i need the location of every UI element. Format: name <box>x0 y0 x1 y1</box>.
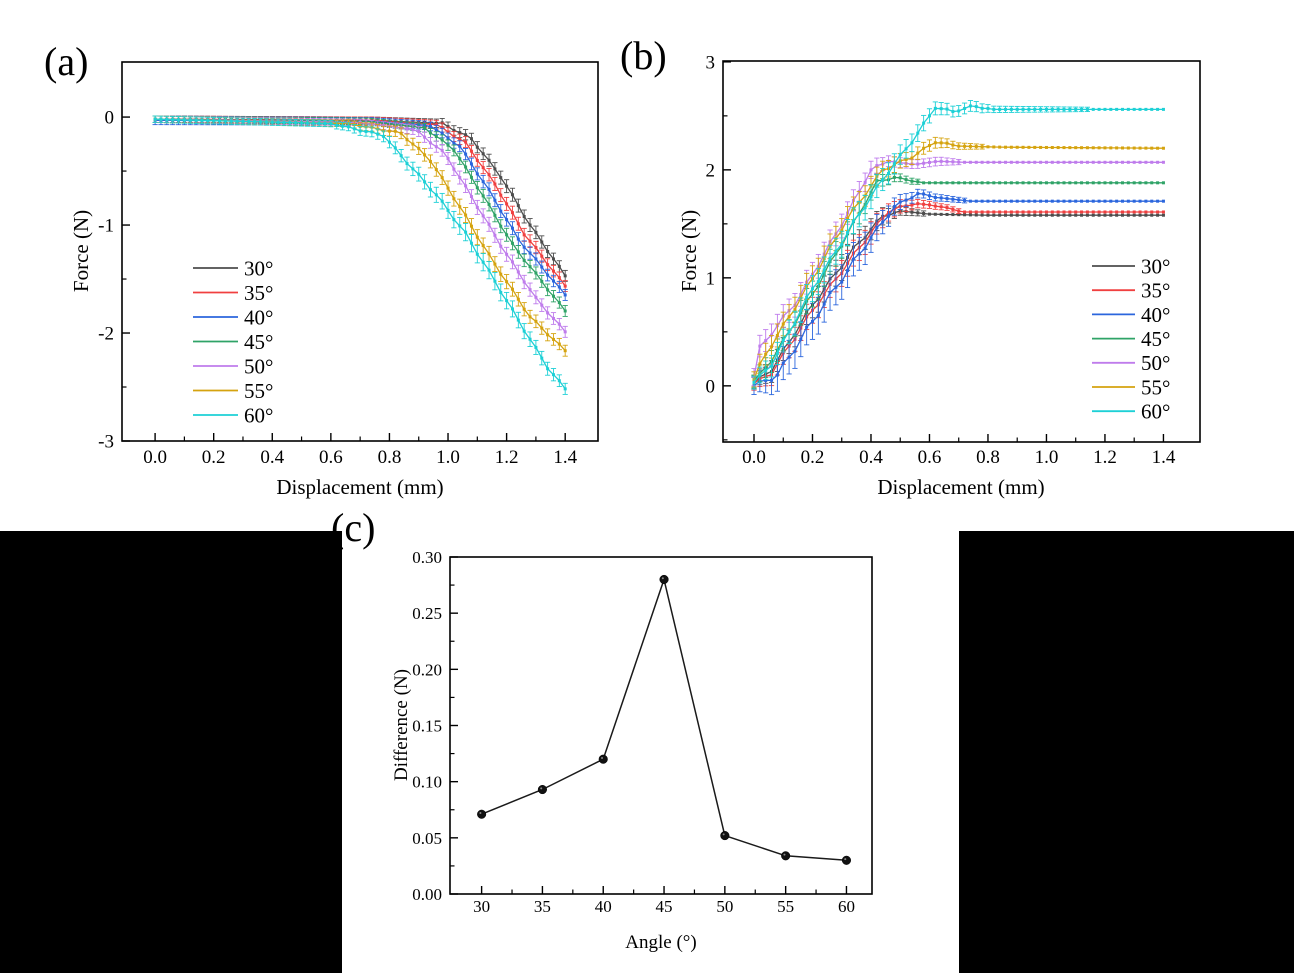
svg-text:Angle (°): Angle (°) <box>625 932 696 953</box>
svg-text:40°: 40° <box>1141 303 1170 327</box>
difference-vs-angle-chart: 30 35 40 45 50 55 60 0.00 0.05 0.10 0.15 0.20 0.25 0.… <box>391 548 873 953</box>
svg-text:0.8: 0.8 <box>378 447 402 468</box>
panel-b-label: (b) <box>620 33 667 78</box>
svg-text:3: 3 <box>706 53 716 74</box>
svg-text:60°: 60° <box>244 403 273 427</box>
svg-text:1.0: 1.0 <box>436 447 460 468</box>
svg-text:1.2: 1.2 <box>1093 447 1117 468</box>
panel-a-label: (a) <box>44 39 89 84</box>
redacted-region-right <box>959 531 1294 973</box>
svg-text:0.0: 0.0 <box>143 447 167 468</box>
svg-text:0.05: 0.05 <box>412 829 442 848</box>
svg-text:Force (N): Force (N) <box>677 210 701 292</box>
svg-text:60: 60 <box>838 897 855 916</box>
svg-text:0.4: 0.4 <box>859 447 883 468</box>
svg-text:0.25: 0.25 <box>412 604 442 623</box>
svg-text:40: 40 <box>595 897 612 916</box>
svg-text:1.4: 1.4 <box>1152 447 1176 468</box>
svg-text:30°: 30° <box>244 256 273 280</box>
svg-text:35°: 35° <box>1141 279 1170 303</box>
redacted-region-left <box>0 531 342 973</box>
svg-text:55°: 55° <box>244 379 273 403</box>
force-displacement-extension-chart: 0.0 0.2 0.4 0.6 0.8 1.0 1.2 1.4 0 1 2 3 Displacement… <box>677 53 1201 499</box>
svg-text:55°: 55° <box>1141 375 1170 399</box>
svg-text:0.30: 0.30 <box>412 548 442 567</box>
svg-text:Force (N): Force (N) <box>69 210 93 292</box>
svg-text:0: 0 <box>706 376 716 397</box>
svg-text:-3: -3 <box>98 432 114 453</box>
svg-text:60°: 60° <box>1141 400 1170 424</box>
svg-text:0.00: 0.00 <box>412 885 442 904</box>
svg-text:0: 0 <box>105 108 115 129</box>
svg-text:0.2: 0.2 <box>202 447 226 468</box>
svg-text:2: 2 <box>706 161 716 182</box>
svg-text:55: 55 <box>777 897 794 916</box>
svg-text:45: 45 <box>656 897 673 916</box>
svg-text:0.8: 0.8 <box>976 447 1000 468</box>
svg-text:Displacement (mm): Displacement (mm) <box>877 475 1044 499</box>
svg-text:35°: 35° <box>244 281 273 305</box>
panel-c-label: (c) <box>331 505 376 550</box>
svg-text:50°: 50° <box>244 354 273 378</box>
svg-text:0.2: 0.2 <box>801 447 825 468</box>
svg-text:0.10: 0.10 <box>412 773 442 792</box>
svg-text:0.0: 0.0 <box>742 447 766 468</box>
svg-text:0.4: 0.4 <box>260 447 284 468</box>
svg-text:-1: -1 <box>98 216 114 237</box>
svg-text:Difference (N): Difference (N) <box>391 669 412 781</box>
force-displacement-retraction-chart: 0.0 0.2 0.4 0.6 0.8 1.0 1.2 1.4 0 -1 -2 -3 Displacem… <box>69 61 599 499</box>
svg-text:30: 30 <box>473 897 490 916</box>
svg-text:35: 35 <box>534 897 551 916</box>
svg-text:45°: 45° <box>1141 327 1170 351</box>
svg-text:40°: 40° <box>244 305 273 329</box>
svg-text:0.15: 0.15 <box>412 716 442 735</box>
svg-text:1.4: 1.4 <box>553 447 577 468</box>
svg-text:0.6: 0.6 <box>319 447 343 468</box>
svg-text:1.0: 1.0 <box>1035 447 1059 468</box>
svg-text:Displacement (mm): Displacement (mm) <box>276 475 443 499</box>
svg-text:50: 50 <box>716 897 733 916</box>
svg-text:45°: 45° <box>244 330 273 354</box>
svg-text:30°: 30° <box>1141 254 1170 278</box>
svg-text:1.2: 1.2 <box>495 447 519 468</box>
svg-text:-2: -2 <box>98 324 114 345</box>
svg-text:50°: 50° <box>1141 351 1170 375</box>
svg-text:0.20: 0.20 <box>412 660 442 679</box>
svg-text:0.6: 0.6 <box>918 447 942 468</box>
svg-text:1: 1 <box>706 269 716 290</box>
